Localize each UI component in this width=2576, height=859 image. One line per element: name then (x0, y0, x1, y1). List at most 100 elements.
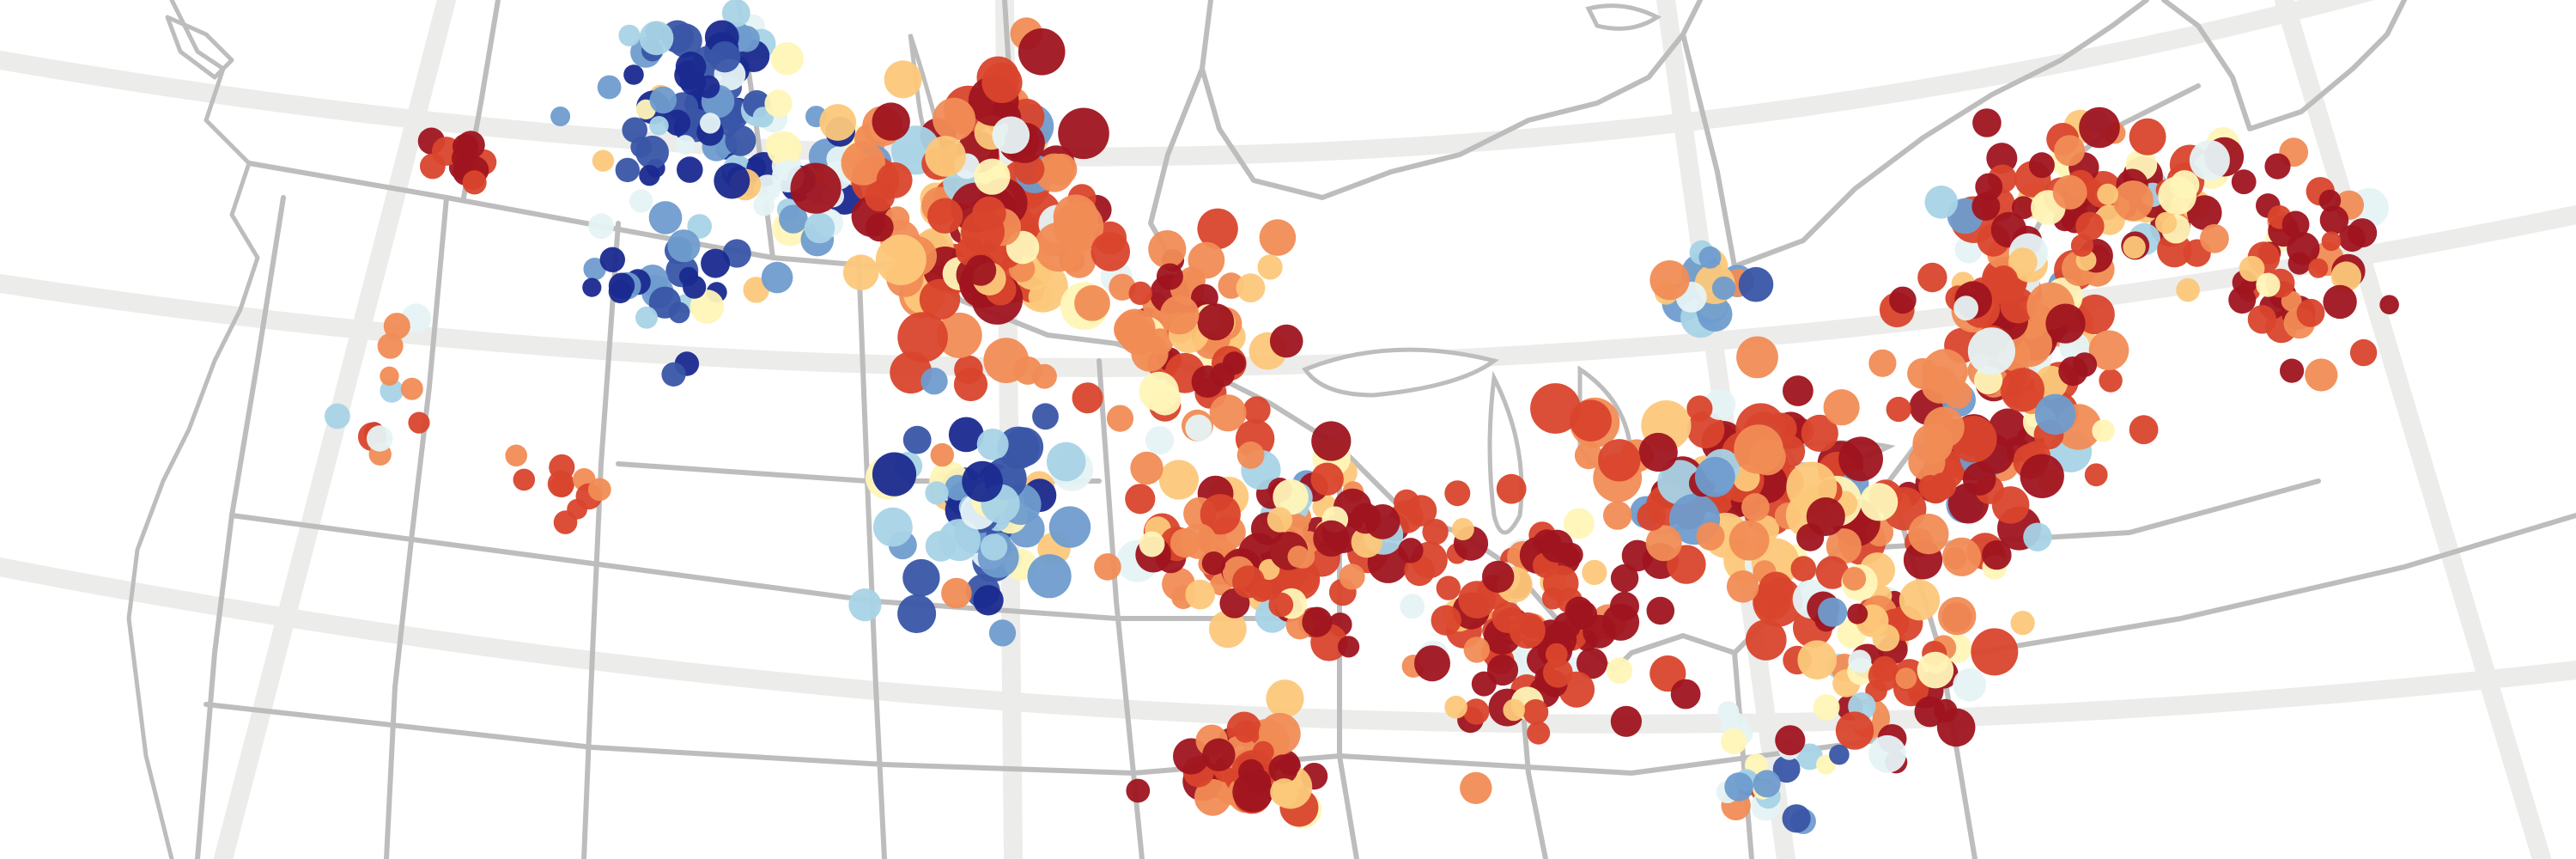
site-dot (1829, 744, 1850, 765)
hudson-bay-outline (1200, 0, 1703, 200)
site-dot (1938, 596, 1977, 636)
site-dot (648, 201, 683, 235)
site-dot (1422, 519, 1449, 545)
site-dot (2239, 255, 2265, 282)
site-dot (380, 366, 399, 386)
site-dot (1570, 399, 1612, 442)
site-dot (1338, 636, 1360, 658)
site-dot (873, 507, 913, 547)
site-dot (925, 481, 949, 505)
site-dot (1463, 698, 1490, 725)
site-dot (1530, 383, 1581, 434)
site-dot (1146, 328, 1174, 356)
site-dot (2000, 287, 2037, 324)
site-dot (1838, 436, 1884, 482)
site-dot (722, 239, 751, 268)
site-dot (1458, 581, 1497, 618)
site-dot (1209, 394, 1247, 432)
site-dot (1868, 349, 1897, 377)
site-dot (976, 428, 1009, 460)
site-dot (700, 113, 721, 134)
site-dot (1576, 648, 1608, 679)
site-dot (1610, 705, 1642, 737)
site-dot (1398, 538, 1424, 564)
pacific-coastline (126, 0, 260, 859)
site-dot (1032, 403, 1059, 430)
site-dot (549, 454, 575, 481)
site-dot (875, 235, 927, 285)
site-dot (615, 157, 640, 183)
site-dot (1724, 772, 1753, 801)
site-dot (1835, 711, 1874, 750)
site-dot (622, 117, 647, 143)
state-line-3 (581, 221, 621, 859)
site-dot (377, 332, 404, 359)
state-line-10 (1732, 650, 1754, 859)
site-dot (2187, 195, 2222, 230)
site-dot (687, 214, 712, 239)
site-dot (1106, 405, 1134, 432)
site-dot (1027, 554, 1072, 599)
site-dot (941, 577, 972, 609)
site-dot (2092, 419, 2115, 442)
site-dot (1302, 606, 1333, 637)
site-dot (1696, 521, 1725, 551)
site-dot (1181, 523, 1217, 559)
site-dot (962, 460, 1003, 503)
site-dot (953, 367, 988, 402)
site-dot (2319, 205, 2349, 235)
site-dot (1201, 551, 1226, 576)
site-dot (2176, 277, 2200, 302)
site-dot (1728, 520, 1770, 561)
site-dot (325, 403, 350, 430)
site-dot (582, 277, 602, 297)
site-dot (2000, 368, 2044, 412)
site-dot (1128, 281, 1152, 306)
site-dot (2318, 189, 2342, 212)
site-dot (1436, 576, 1461, 600)
site-dot (1847, 603, 1868, 624)
site-dot (383, 313, 410, 340)
site-dot (1209, 610, 1247, 649)
site-dot (1815, 556, 1850, 589)
site-dot (1848, 649, 1872, 673)
site-dot (1972, 108, 2002, 137)
site-dot (1018, 28, 1066, 76)
site-dot (1197, 303, 1235, 341)
site-dot (1606, 657, 1633, 684)
site-dot (1924, 186, 1959, 219)
site-dot (1638, 432, 1678, 472)
site-dot (505, 444, 527, 467)
site-dot (2070, 234, 2093, 257)
site-dot (1266, 679, 1304, 718)
site-dot (1148, 230, 1187, 269)
site-dot (599, 247, 625, 272)
site-dot (1269, 324, 1303, 358)
site-dot (1313, 520, 1350, 557)
site-dot (974, 158, 1011, 195)
site-dot (1414, 645, 1450, 682)
site-dot (1431, 605, 1461, 636)
great-slave-lake (1585, 3, 1662, 31)
site-dot (761, 261, 793, 294)
site-dot (1028, 284, 1054, 310)
site-dot (1574, 442, 1603, 470)
site-dot (1917, 651, 1954, 689)
site-dot (1826, 528, 1862, 564)
site-dot (2281, 210, 2310, 239)
site-dot (675, 135, 696, 155)
site-dot (2287, 232, 2320, 265)
site-dot (2052, 174, 2087, 210)
site-dot (2129, 415, 2159, 445)
site-dot (1460, 771, 1492, 805)
site-dot (1782, 804, 1811, 833)
graticule-meridian-1 (214, 0, 456, 859)
site-dot (1279, 754, 1301, 777)
site-dot (1583, 614, 1617, 649)
site-dot (927, 198, 963, 234)
site-dot (1145, 425, 1175, 455)
site-dot (1726, 570, 1759, 603)
site-dot (2058, 356, 2088, 387)
site-dot (608, 272, 635, 299)
site-dot (1694, 456, 1735, 497)
